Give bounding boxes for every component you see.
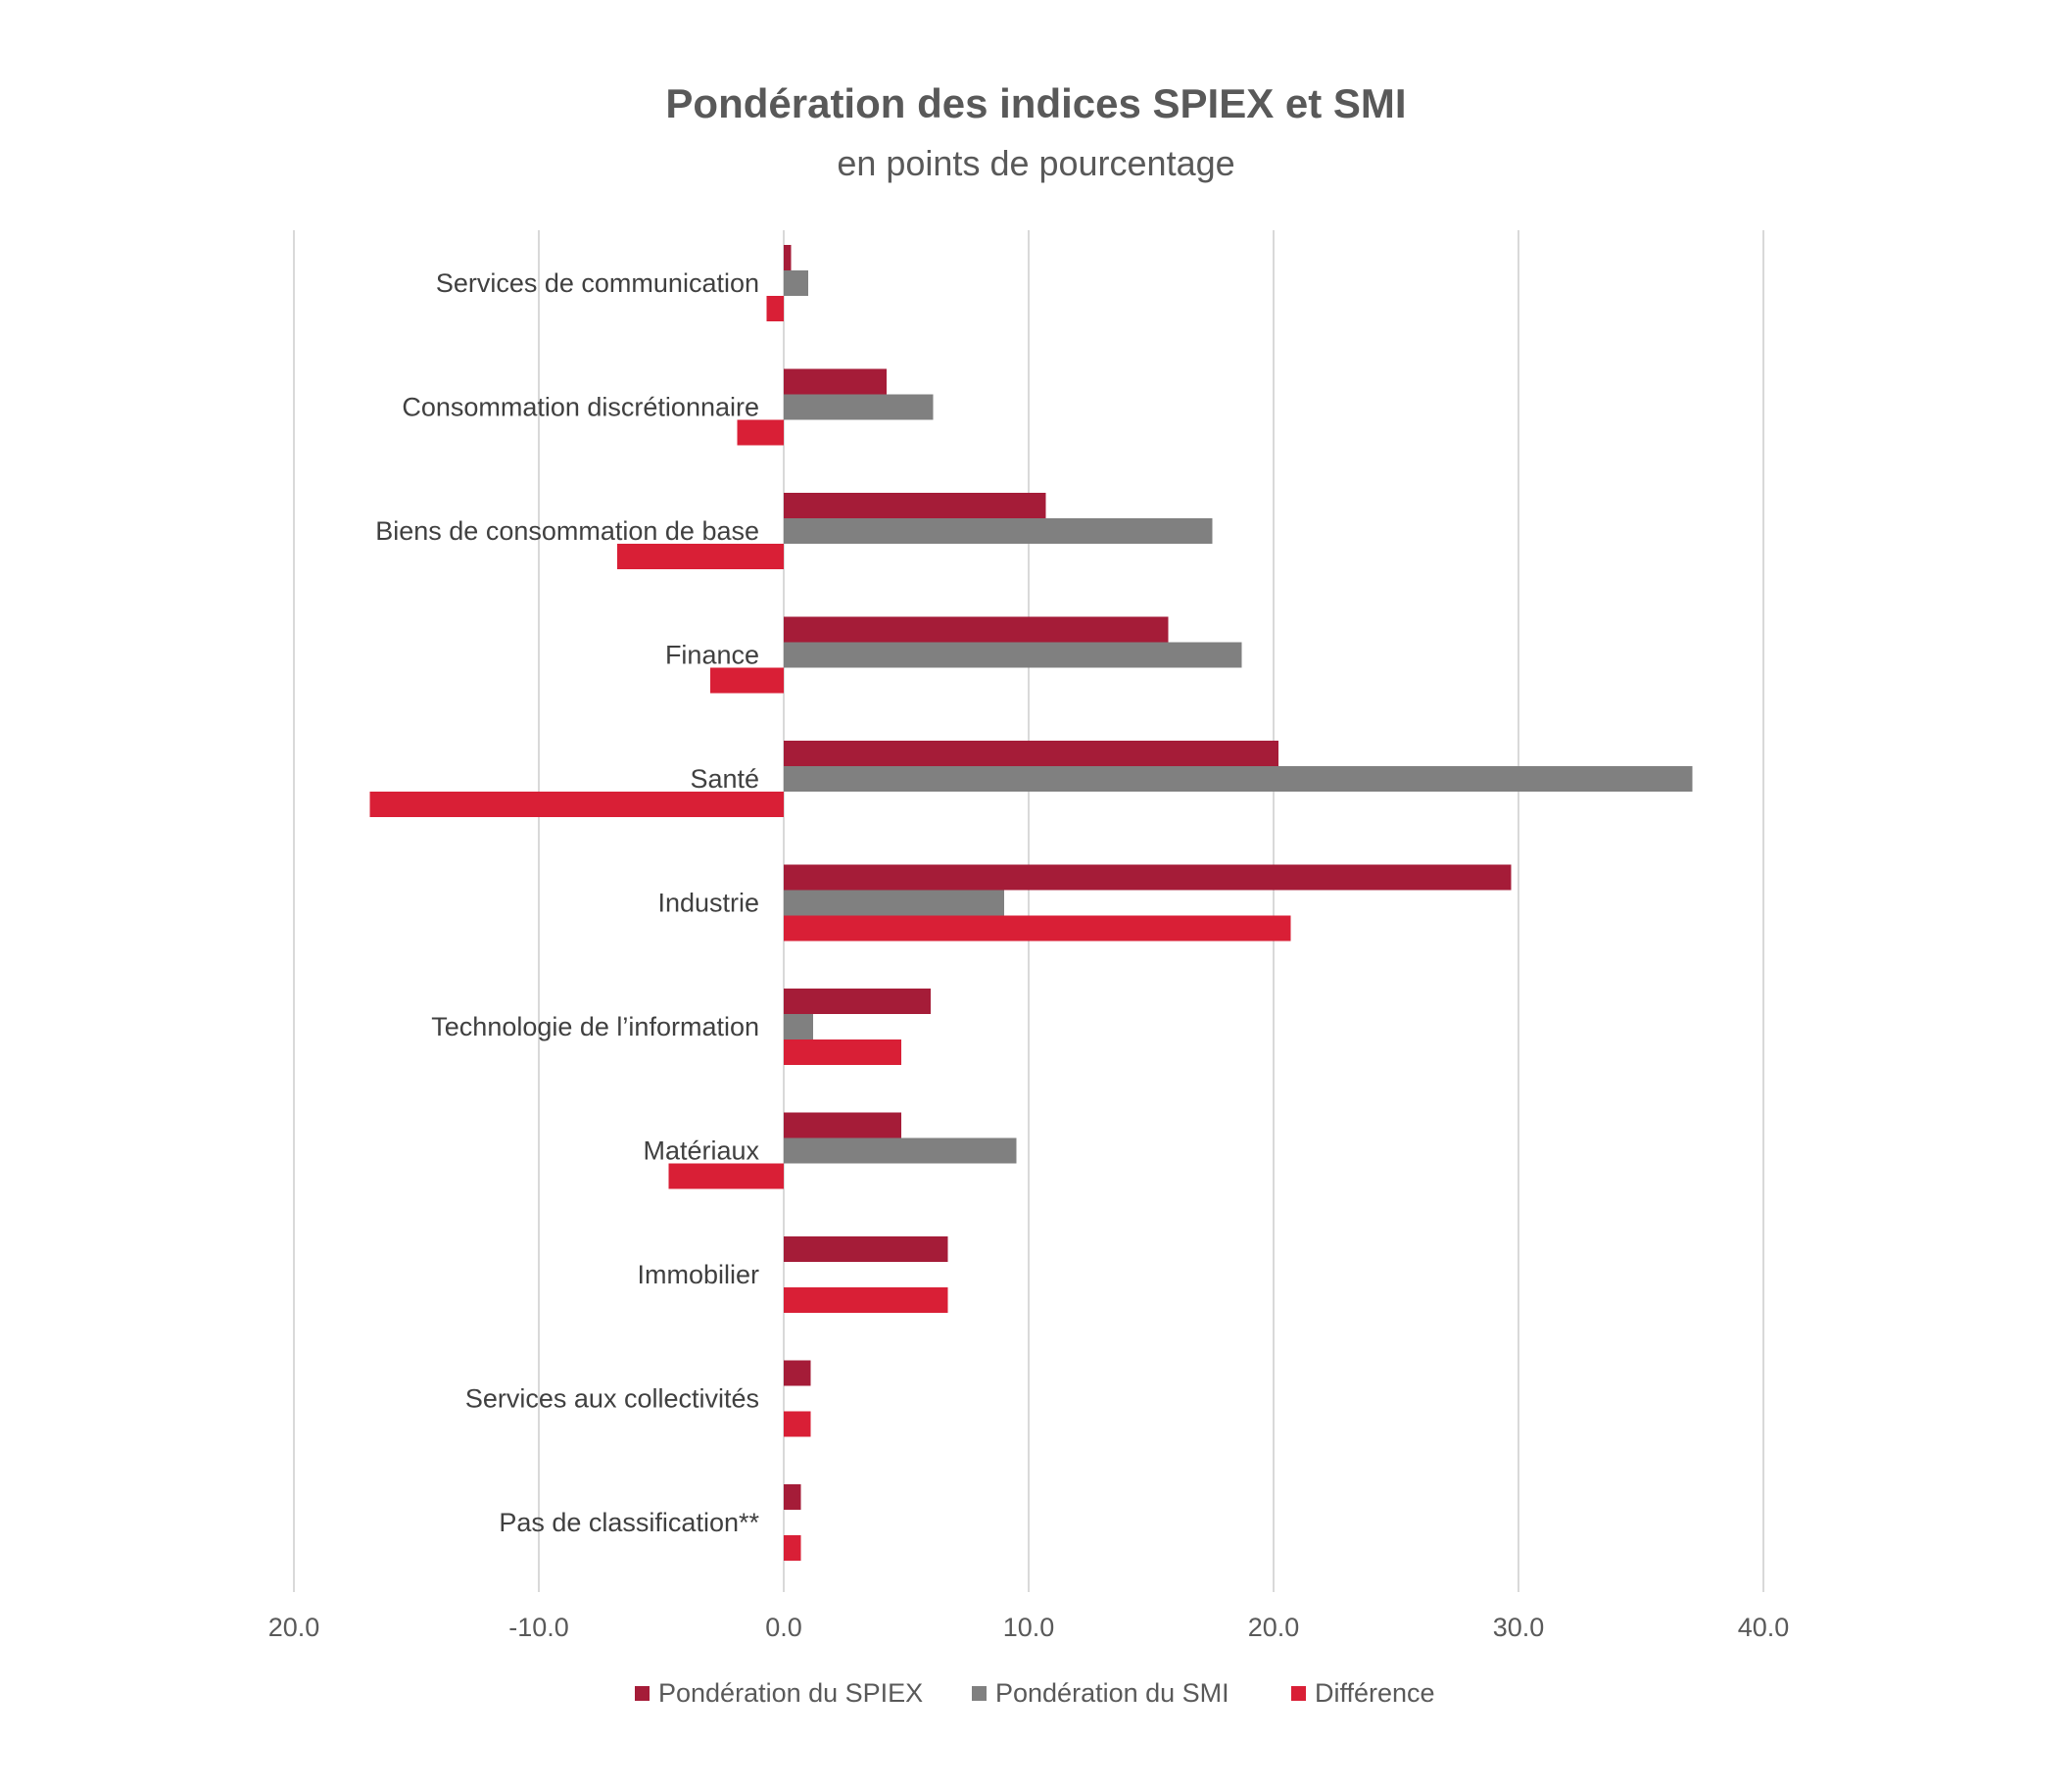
bar [784, 864, 1512, 891]
bar [784, 989, 931, 1014]
x-tick-label: 40.0 [1738, 1613, 1790, 1642]
category-label: Services de communication [436, 268, 759, 298]
bar [784, 518, 1213, 544]
chart-subtitle: en points de pourcentage [837, 143, 1235, 183]
bar [784, 741, 1278, 766]
category-label: Finance [665, 641, 759, 670]
legend-swatch [635, 1686, 650, 1701]
category-label: Santé [690, 764, 759, 794]
bar [784, 915, 1291, 942]
category-label: Consommation discrétionnaire [402, 393, 759, 422]
category-label: Immobilier [637, 1260, 759, 1289]
bar [784, 1411, 811, 1437]
bar [784, 270, 808, 296]
x-tick-label: -10.0 [508, 1613, 569, 1642]
category-label: Matériaux [643, 1136, 759, 1166]
bar [784, 1535, 801, 1561]
bar [784, 1039, 901, 1065]
x-tick-label: 0.0 [765, 1613, 802, 1642]
bar [784, 1360, 811, 1386]
bar [784, 493, 1046, 518]
bar [617, 544, 784, 569]
x-tick-label: 20.0 [268, 1613, 320, 1642]
legend-swatch [972, 1686, 987, 1701]
category-label: Services aux collectivités [465, 1384, 759, 1414]
bar [784, 1484, 801, 1510]
bar [784, 890, 1004, 916]
bar [784, 1014, 813, 1039]
category-label: Technologie de l’information [431, 1012, 759, 1041]
bar [784, 642, 1242, 668]
legend-label: Pondération du SPIEX [658, 1678, 923, 1708]
legend-label: Pondération du SMI [995, 1678, 1229, 1708]
chart-title: Pondération des indices SPIEX et SMI [665, 80, 1407, 126]
bar [710, 667, 784, 694]
category-label: Biens de consommation de base [375, 516, 759, 546]
bar [784, 1287, 948, 1313]
bar [784, 616, 1169, 643]
bar [784, 368, 887, 395]
bar [784, 1112, 901, 1138]
category-label: Industrie [657, 889, 759, 918]
x-tick-label: 30.0 [1493, 1613, 1545, 1642]
bar [784, 766, 1693, 792]
bar [766, 296, 784, 321]
bar [784, 245, 792, 270]
category-labels: Services de communication Consommation di… [375, 268, 759, 1537]
legend-swatch [1291, 1686, 1306, 1701]
bar [784, 394, 934, 420]
bars [369, 245, 1693, 1561]
bar [737, 419, 784, 446]
x-tick-label: 10.0 [1003, 1613, 1055, 1642]
category-label: Pas de classification** [499, 1508, 759, 1537]
x-axis-tick-labels: 20.0 -10.0 0.0 10.0 20.0 30.0 40.0 [268, 1613, 1790, 1642]
legend-label: Différence [1315, 1678, 1435, 1708]
bar [784, 1137, 1017, 1164]
legend: Pondération du SPIEX Pondération du SMI Di… [635, 1678, 1435, 1708]
bar [369, 792, 784, 817]
bar [668, 1163, 784, 1189]
x-tick-label: 20.0 [1248, 1613, 1300, 1642]
bar [784, 1236, 948, 1262]
